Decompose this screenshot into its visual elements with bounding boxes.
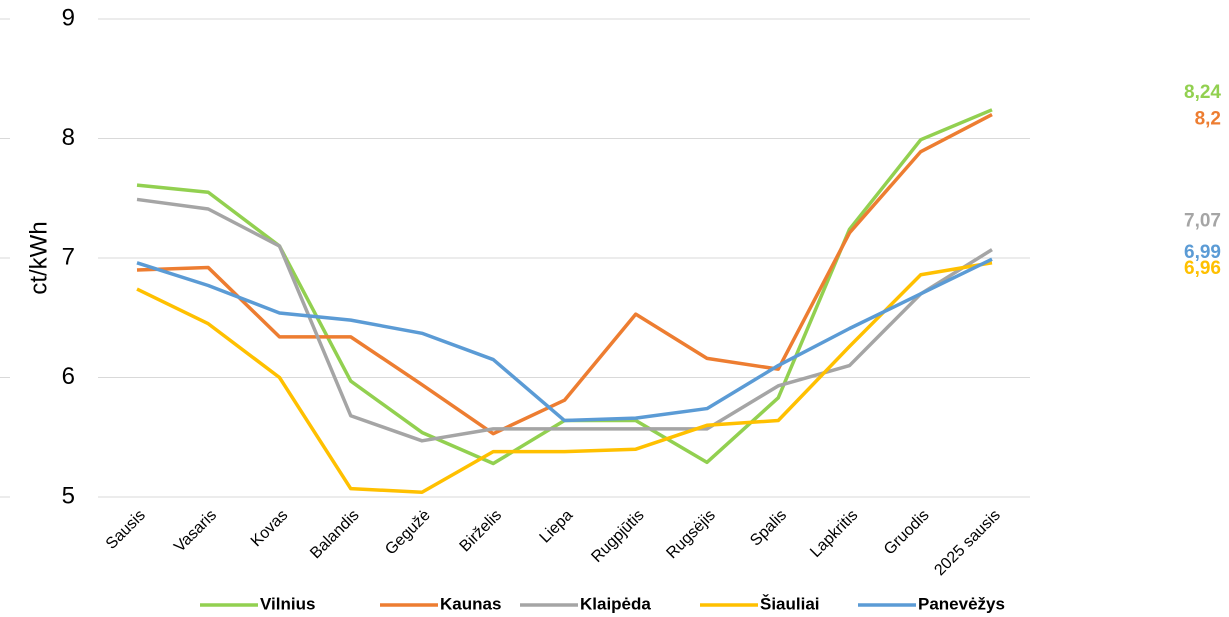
y-tick-label: 5 — [62, 482, 75, 509]
y-tick-label: 7 — [62, 243, 75, 270]
y-tick-label: 8 — [62, 124, 75, 151]
x-tick-label: Rugpjūtis — [588, 507, 647, 566]
value-label: 6,96 — [1184, 258, 1221, 279]
legend-label: Panevėžys — [918, 594, 1005, 613]
x-tick-label: Spalis — [747, 507, 790, 550]
value-label: 7,07 — [1184, 211, 1221, 232]
x-tick-label: Kovas — [248, 507, 291, 550]
series-line — [136, 197, 993, 443]
series-line — [136, 257, 993, 423]
y-tick-label: 9 — [62, 4, 75, 31]
x-tick-label: Liepa — [537, 507, 577, 547]
legend-label: Klaipėda — [580, 594, 651, 613]
y-axis-label: ct/kWh — [25, 221, 52, 294]
x-tick-label: Lapkritis — [807, 507, 861, 561]
x-tick-label: 2025 sausis — [931, 507, 1003, 579]
value-label: 8,2 — [1195, 109, 1221, 130]
x-tick-label: Sausis — [103, 507, 149, 553]
series-line — [136, 261, 993, 494]
x-tick-label: Balandis — [307, 507, 362, 562]
x-tick-label: Birželis — [457, 507, 505, 555]
legend-label: Šiauliai — [760, 594, 820, 613]
x-tick-label: Vasaris — [171, 507, 220, 556]
value-label: 6,99 — [1184, 242, 1221, 263]
legend-label: Kaunas — [440, 594, 501, 613]
value-label: 8,24 — [1184, 82, 1221, 103]
x-tick-label: Rugsėjis — [663, 507, 718, 562]
x-tick-label: Gegužė — [382, 507, 434, 559]
legend-label: Vilnius — [260, 594, 315, 613]
y-tick-label: 6 — [62, 363, 75, 390]
x-tick-label: Gruodis — [881, 507, 933, 559]
series-line — [136, 113, 993, 436]
series-line — [136, 108, 993, 466]
